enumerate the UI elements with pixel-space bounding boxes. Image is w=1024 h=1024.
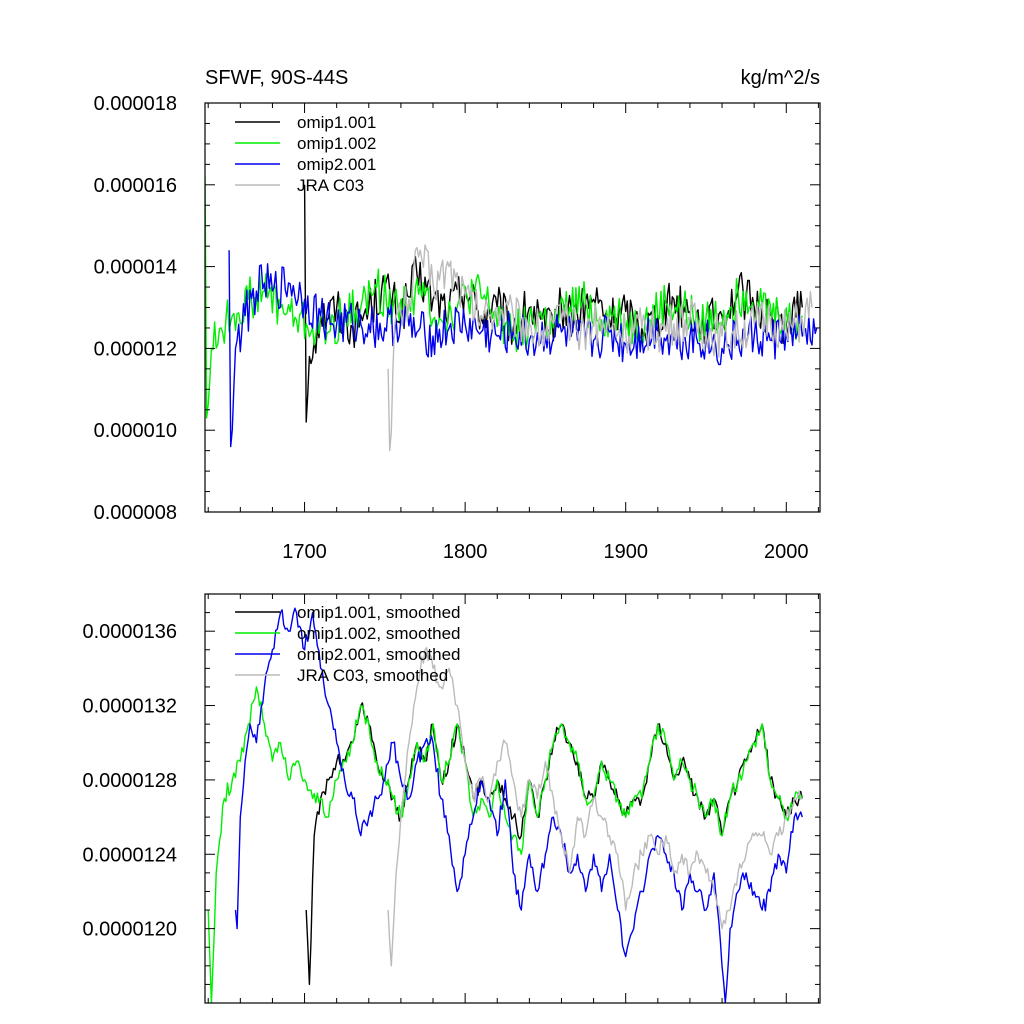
series-line-jra — [387, 244, 813, 452]
y-tick-label: 0.000014 — [94, 257, 177, 279]
x-tick-label: 2000 — [764, 541, 809, 563]
series-line-omip1-002 — [207, 686, 803, 1003]
y-tick-label: 0.0000128 — [82, 770, 177, 792]
y-tick-label: 0.000018 — [94, 93, 177, 115]
legend-label: omip1.001, smoothed — [297, 603, 461, 622]
legend: omip1.001, smoothed omip1.002, smoothed om… — [235, 603, 461, 685]
y-tick-label: 0.000016 — [94, 175, 177, 197]
series-group — [205, 176, 818, 452]
y-tick-label: 0.0000132 — [82, 696, 177, 718]
legend: omip1.001 omip1.002 omip2.001 JRA C03 — [235, 113, 376, 195]
y-tick-label: 0.000010 — [94, 420, 177, 442]
y-tick-label: 0.0000124 — [82, 844, 177, 866]
legend-label: JRA C03, smoothed — [297, 666, 448, 685]
series-line-omip2-001 — [234, 607, 803, 1003]
top-panel: 1700 1800 1900 2000 0.000008 0.000010 0.000012… — [94, 93, 821, 563]
series-line-omip1-001 — [305, 702, 803, 986]
legend-label: JRA C03 — [297, 176, 364, 195]
chart-units: kg/m^2/s — [741, 67, 820, 89]
y-tick-label: 0.0000120 — [82, 919, 177, 941]
legend-label: omip2.001, smoothed — [297, 645, 461, 664]
legend-label: omip1.002, smoothed — [297, 624, 461, 643]
y-tick-label: 0.000012 — [94, 338, 177, 360]
bottom-panel: 0.0000120 0.0000124 0.0000128 0.0000132 0.00… — [82, 593, 821, 1004]
series-line-jra — [387, 647, 803, 967]
series-line-omip2-001 — [228, 250, 818, 448]
legend-label: omip2.001 — [297, 155, 376, 174]
y-tick-label: 0.0000136 — [82, 621, 177, 643]
series-group — [207, 607, 803, 1003]
x-tick-label: 1900 — [603, 541, 648, 563]
chart-title: SFWF, 90S-44S — [205, 67, 348, 89]
legend-label: omip1.001 — [297, 113, 376, 132]
y-tick-label: 0.000008 — [94, 502, 177, 524]
legend-label: omip1.002 — [297, 134, 376, 153]
series-line-omip1-002 — [205, 176, 803, 419]
x-tick-label: 1800 — [443, 541, 488, 563]
x-tick-label: 1700 — [282, 541, 327, 563]
